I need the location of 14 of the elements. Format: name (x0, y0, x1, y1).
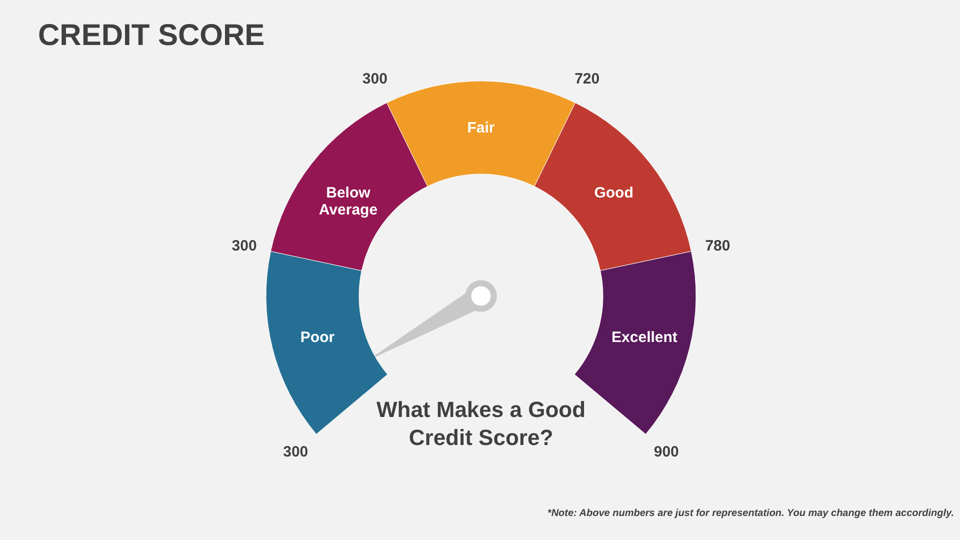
text: What Makes a Good Credit Score? (376, 397, 586, 450)
text: 900 (654, 444, 679, 461)
slice-label: Poor (300, 328, 335, 346)
slice-label: Below Average (318, 184, 378, 218)
text: 300 (362, 70, 388, 88)
text: 720 (574, 70, 600, 88)
slice-label: Excellent (612, 328, 678, 346)
text: 300 (283, 444, 308, 461)
slice-label: Fair (467, 120, 495, 136)
chart-title: CREDIT SCORE (38, 19, 265, 52)
text: *Note: Above numbers are just for representation. You may change them accordingly. (547, 508, 954, 519)
text: 780 (705, 238, 730, 255)
text: 300 (232, 238, 257, 255)
slice-label: Good (594, 184, 634, 202)
